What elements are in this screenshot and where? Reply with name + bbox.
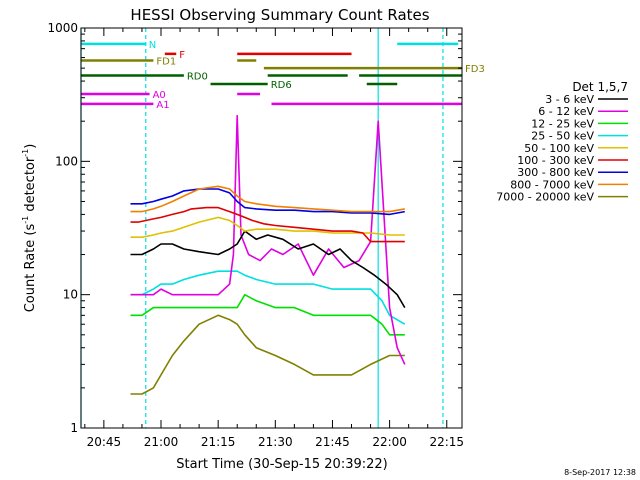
y-tick-label: 10: [63, 288, 78, 302]
series-line: [130, 185, 405, 213]
y-axis-label-mid: detector: [23, 156, 38, 216]
y-axis-label-sup2: -1: [21, 149, 30, 157]
flag-label: A0: [153, 90, 166, 101]
legend-label: 6 - 12 keV: [538, 105, 594, 118]
y-tick-label: 1000: [47, 21, 78, 35]
x-tick-label: 22:00: [372, 435, 407, 449]
x-tick-label: 21:00: [144, 435, 179, 449]
x-axis-label: Start Time (30-Sep-15 20:39:22): [176, 457, 387, 472]
flag-label: RD0: [187, 72, 208, 83]
legend-label: 12 - 25 keV: [531, 117, 594, 130]
series-line: [130, 114, 406, 365]
legend-label: 300 - 800 keV: [517, 166, 594, 179]
series-line: [130, 206, 405, 243]
legend-label: 3 - 6 keV: [545, 93, 594, 106]
series-line: [130, 270, 406, 325]
series-line: [130, 188, 405, 216]
legend-label: 25 - 50 keV: [531, 130, 594, 143]
series-line: [130, 314, 405, 395]
series-line: [130, 216, 405, 238]
x-tick-label: 21:45: [315, 435, 350, 449]
series-line: [130, 293, 405, 336]
flag-label: N: [149, 40, 156, 51]
x-tick-label: 22:15: [429, 435, 464, 449]
y-axis: 1 10 100 1000: [47, 21, 462, 435]
legend-label: 7000 - 20000 keV: [496, 191, 594, 204]
y-axis-label-sup1: -1: [21, 216, 30, 224]
legend-title: Det 1,5,7: [572, 80, 628, 94]
chart-title: HESSI Observing Summary Count Rates: [130, 6, 429, 24]
flag-label: F: [179, 50, 185, 61]
y-axis-label: Count Rate (s-1 detector-1): [21, 144, 38, 313]
legend-label: 800 - 7000 keV: [510, 178, 594, 191]
x-tick-label: 20:45: [87, 435, 122, 449]
y-tick-label: 100: [55, 154, 78, 168]
x-tick-label: 21:30: [258, 435, 293, 449]
series-line: [130, 230, 406, 309]
legend-label: 50 - 100 keV: [524, 142, 594, 155]
flag-label: FD1: [156, 57, 176, 68]
x-axis: 20:45 21:00 21:15 21:30 21:45 22:00 22:15: [84, 28, 464, 449]
flag-label: A1: [156, 100, 169, 111]
flag-label: FD3: [465, 64, 485, 75]
footer-timestamp: 8-Sep-2017 12:38: [564, 468, 636, 477]
flag-label: RD6: [271, 80, 292, 91]
legend-label: 100 - 300 keV: [517, 154, 594, 167]
y-tick-label: 1: [70, 421, 78, 435]
plot-frame: [80, 27, 463, 429]
series-layer: [130, 114, 406, 395]
y-axis-label-base: Count Rate (s: [23, 224, 38, 313]
y-axis-label-end: ): [23, 144, 38, 149]
x-tick-label: 21:15: [201, 435, 236, 449]
